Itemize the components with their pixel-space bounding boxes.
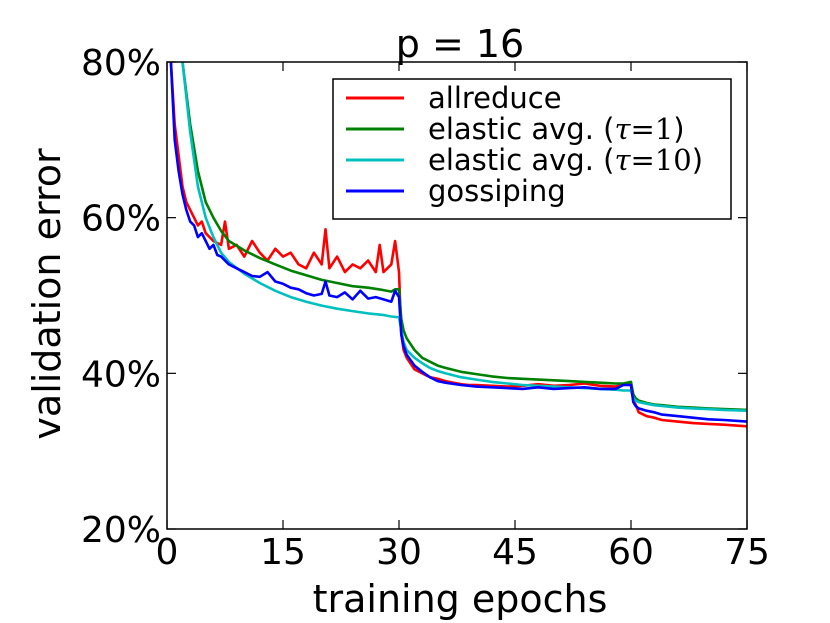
x-tick-label: 60 [608, 532, 654, 573]
legend-label-allreduce: allreduce [428, 81, 562, 115]
x-tick-label: 30 [376, 532, 422, 573]
y-tick-label: 40% [81, 354, 161, 395]
y-tick-label: 60% [81, 199, 161, 240]
x-axis-label: training epochs [313, 577, 608, 621]
ticks-layer: 0 15 30 45 60 75 20% 40% 60% 80% [81, 43, 770, 573]
series-layer [169, 61, 748, 428]
x-tick-label: 45 [492, 532, 538, 573]
series-line-3 [169, 61, 748, 423]
legend-box [332, 78, 732, 220]
legend: allreduce elastic avg. (τ=1) elastic avg… [332, 78, 732, 220]
x-tick-label: 75 [724, 532, 770, 573]
y-axis-label: validation error [25, 148, 69, 440]
x-tick-label: 15 [260, 532, 306, 573]
plot-frame [166, 61, 748, 530]
legend-label-gossiping: gossiping [428, 174, 566, 208]
x-tick-label: 0 [156, 532, 179, 573]
series-line-1 [181, 61, 748, 412]
legend-label-elastic-avg-1: elastic avg. (τ=1) [428, 112, 685, 146]
y-tick-label: 80% [81, 43, 161, 84]
series-line-2 [181, 61, 748, 412]
y-tick-label: 20% [81, 510, 161, 551]
legend-label-elastic-avg-10: elastic avg. (τ=10) [428, 143, 703, 177]
chart-title: p = 16 [396, 22, 524, 66]
